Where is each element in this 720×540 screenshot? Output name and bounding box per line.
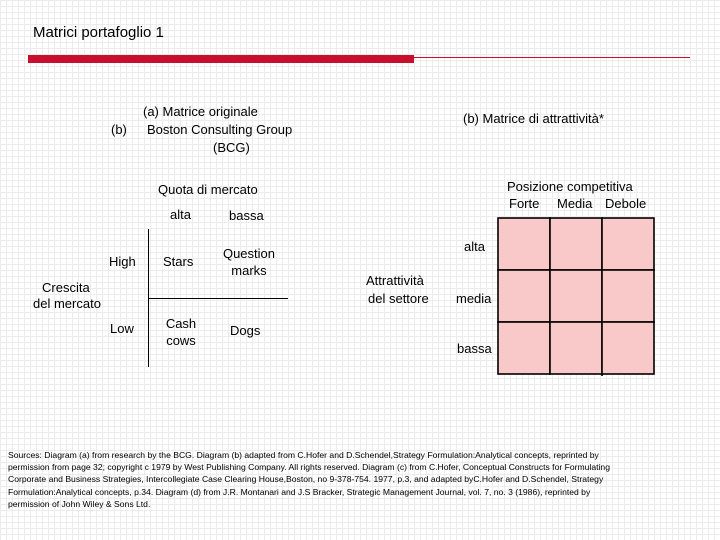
sources-line-2: permission from page 32; copyright c 197…: [8, 462, 610, 473]
title-rule-accent: [28, 55, 414, 63]
attract-x-axis-label: Posizione competitiva: [507, 179, 633, 194]
sources-line-5: permission of John Wiley & Sons Ltd.: [8, 498, 151, 509]
attract-cell-2-2: [601, 321, 655, 375]
bcg-cell-question-marks-line1: Question: [222, 246, 276, 261]
attract-cell-1-2: [601, 269, 655, 323]
bcg-x-axis-label: Quota di mercato: [158, 182, 258, 197]
sources-footnote: Sources: Diagram (a) from research by th…: [8, 449, 714, 510]
bcg-cell-cash-cows-line1: Cash: [165, 316, 197, 331]
bcg-y-axis-label-1: Crescita: [42, 280, 90, 295]
attract-grid: [496, 216, 658, 376]
sources-line-1: Sources: Diagram (a) from research by th…: [8, 450, 599, 460]
attract-cell-2-1: [549, 321, 603, 375]
bcg-heading-line2: Boston Consulting Group: [147, 122, 293, 137]
attract-col-media: Media: [557, 196, 593, 211]
attract-grid-svg: [497, 217, 655, 376]
bcg-col-high: alta: [170, 207, 191, 222]
bcg-col-low: bassa: [229, 208, 264, 223]
bcg-heading-tag: (b): [111, 122, 127, 137]
attract-row-media: media: [456, 291, 492, 306]
sources-line-4: Formulation:Analytical concepts, p.34. D…: [8, 486, 591, 497]
attract-y-axis-label-1: Attrattività: [366, 273, 424, 288]
bcg-heading-line3: (BCG): [213, 140, 250, 155]
bcg-cell-cash-cows: Cash cows: [162, 315, 200, 349]
attract-cell-0-0: [497, 217, 551, 271]
bcg-cell-question-marks-line2: marks: [231, 263, 267, 278]
bcg-horizontal-axis: [148, 298, 288, 299]
attract-y-axis-label-2: del settore: [368, 291, 429, 306]
bcg-cell-dogs: Dogs: [230, 323, 261, 338]
attract-row-bassa: bassa: [457, 341, 492, 356]
attract-cell-1-0: [497, 269, 551, 323]
bcg-y-axis-label-2: del mercato: [33, 296, 101, 311]
bcg-row-low: Low: [110, 321, 134, 336]
attract-col-forte: Forte: [509, 196, 540, 211]
attract-cell-2-0: [497, 321, 551, 375]
sources-line-3: Corporate and Business Strategies, Inter…: [8, 474, 604, 485]
attract-heading: (b) Matrice di attrattività*: [463, 111, 604, 126]
attract-cell-0-2: [601, 217, 655, 271]
bcg-cell-stars: Stars: [163, 254, 194, 269]
bcg-cell-question-marks: Question marks: [216, 245, 282, 279]
attract-col-debole: Debole: [605, 196, 647, 211]
bcg-cell-cash-cows-line2: cows: [166, 333, 196, 348]
bcg-row-high: High: [109, 254, 136, 269]
attract-cell-1-1: [549, 269, 603, 323]
slide-title: Matrici portafoglio 1: [33, 24, 164, 41]
bcg-heading-line1: (a) Matrice originale: [143, 104, 258, 119]
attract-cell-0-1: [549, 217, 603, 271]
attract-row-alta: alta: [464, 239, 485, 254]
